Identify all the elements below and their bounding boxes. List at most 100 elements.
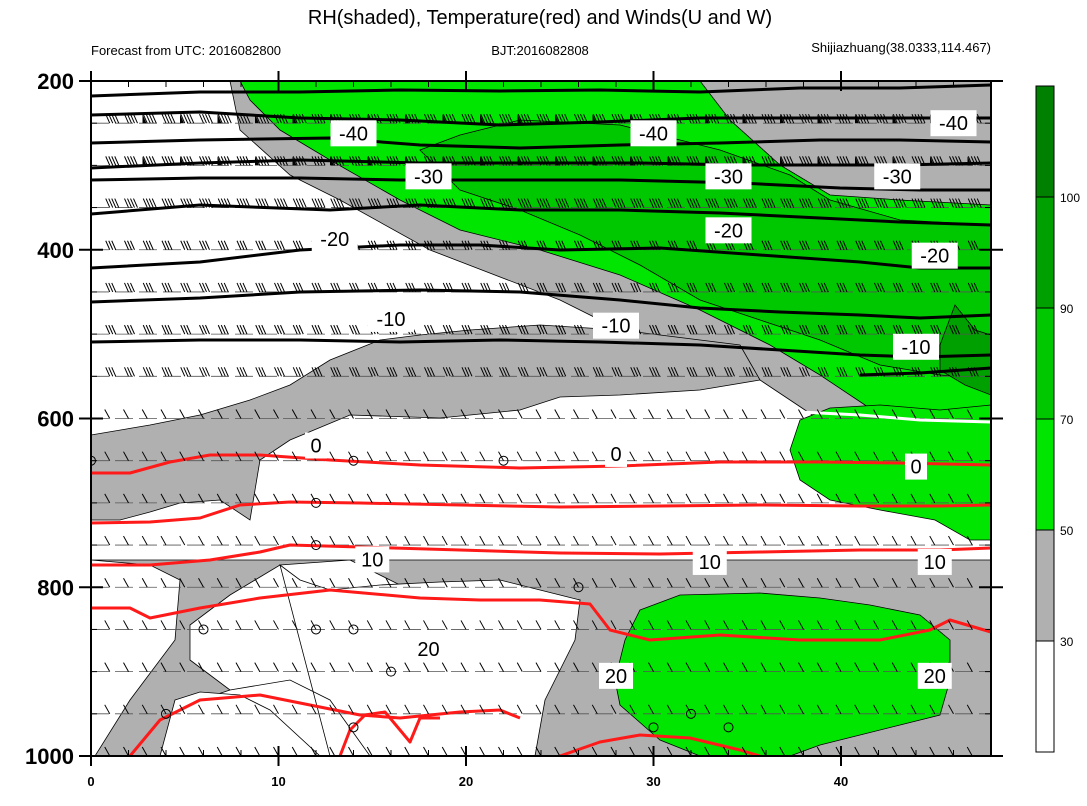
wind-barb: [220, 367, 226, 377]
wind-barb: [958, 198, 963, 208]
wind-barb: [236, 324, 242, 335]
wind-barb: [929, 451, 936, 461]
wind-barb: [624, 81, 625, 82]
x-tick-label: 0: [87, 774, 94, 789]
wind-barb: [595, 367, 601, 377]
wind-pennant: [817, 114, 822, 124]
wind-barb: [239, 324, 245, 335]
wind-barb: [910, 409, 917, 419]
wind-barb: [835, 535, 842, 546]
wind-barb: [666, 535, 673, 546]
wind-barb: [693, 81, 694, 82]
wind-barb: [205, 282, 210, 293]
wind-barb: [798, 746, 804, 756]
wind-barb: [764, 156, 770, 166]
wind-barb: [348, 535, 354, 546]
wind-barb: [786, 198, 792, 208]
wind-barb: [873, 662, 879, 672]
wind-barb: [559, 81, 560, 82]
wind-barb: [767, 324, 773, 335]
wind-barb: [423, 493, 429, 504]
wind-barb: [816, 578, 823, 588]
wind-barb: [208, 156, 213, 166]
isotherm-plus-5: [91, 453, 991, 475]
wind-barb: [783, 156, 789, 166]
wind-barb: [565, 81, 566, 82]
wind-barb: [148, 367, 154, 377]
wind-barb: [265, 81, 266, 82]
wind-barb: [370, 156, 376, 166]
wind-barb: [780, 240, 786, 250]
wind-barb: [970, 198, 976, 208]
isotherm-label-bg: [605, 440, 627, 467]
wind-barb: [798, 535, 804, 546]
wind-barb: [499, 156, 504, 166]
wind-barb: [629, 620, 636, 630]
wind-barb: [311, 367, 317, 377]
wind-barb: [186, 324, 192, 335]
wind-barb: [667, 240, 673, 250]
wind-barb: [333, 367, 339, 377]
wind-barb: [554, 409, 561, 419]
wind-barb: [817, 324, 823, 335]
wind-barb: [649, 324, 654, 335]
wind-barb: [499, 198, 504, 208]
wind-barb: [648, 662, 654, 672]
wind-barb: [934, 81, 935, 82]
wind-barb: [142, 198, 148, 208]
wind-barb: [411, 113, 417, 124]
wind-barb: [348, 662, 354, 672]
wind-barb: [186, 156, 192, 166]
isotherm-plus-20-b: [128, 693, 521, 756]
isotherm-label: -20: [920, 246, 949, 268]
wind-barb: [915, 81, 916, 82]
wind-barb: [786, 113, 792, 124]
wind-barb: [614, 198, 620, 208]
wind-barb: [910, 620, 917, 630]
wind-barb: [973, 282, 979, 293]
wind-barb: [292, 367, 298, 377]
wind-barb: [199, 367, 204, 377]
wind-barb: [392, 156, 398, 166]
isotherm-label-bg: [930, 110, 977, 137]
wind-barb: [583, 198, 588, 208]
wind-barb: [108, 240, 114, 250]
wind-barb: [502, 113, 507, 124]
wind-barb: [929, 493, 936, 504]
wind-barb: [273, 409, 279, 419]
wind-barb: [123, 409, 129, 419]
wind-barb: [389, 240, 395, 250]
wind-barb: [808, 113, 813, 124]
calm-marker: [573, 582, 584, 593]
wind-barb: [498, 409, 504, 419]
wind-barb: [873, 493, 879, 504]
wind-barb: [123, 451, 129, 461]
wind-barb: [966, 451, 973, 461]
wind-barb: [802, 367, 807, 377]
wind-barb: [317, 156, 323, 166]
wind-barb: [186, 113, 192, 124]
wind-barb: [291, 409, 298, 419]
wind-barb: [404, 578, 411, 588]
wind-barb: [261, 367, 267, 377]
wind-barb: [723, 662, 729, 672]
wind-barb: [799, 324, 804, 335]
wind-barb: [711, 324, 717, 335]
wind-barb: [236, 156, 242, 166]
wind-barb: [554, 578, 561, 588]
wind-barb: [336, 324, 342, 335]
wind-barb: [280, 282, 285, 293]
wind-barb: [224, 81, 226, 82]
wind-barb: [933, 198, 939, 208]
wind-barb: [202, 240, 207, 250]
wind-barb: [141, 493, 148, 504]
wind-barb: [891, 493, 898, 504]
wind-barb: [779, 535, 786, 546]
isotherm-label: -40: [939, 113, 968, 135]
wind-barb: [385, 620, 392, 630]
wind-barb: [760, 535, 767, 546]
wind-barb: [636, 240, 642, 250]
wind-barb: [411, 367, 417, 377]
wind-barb: [123, 493, 129, 504]
wind-barb: [261, 198, 267, 208]
